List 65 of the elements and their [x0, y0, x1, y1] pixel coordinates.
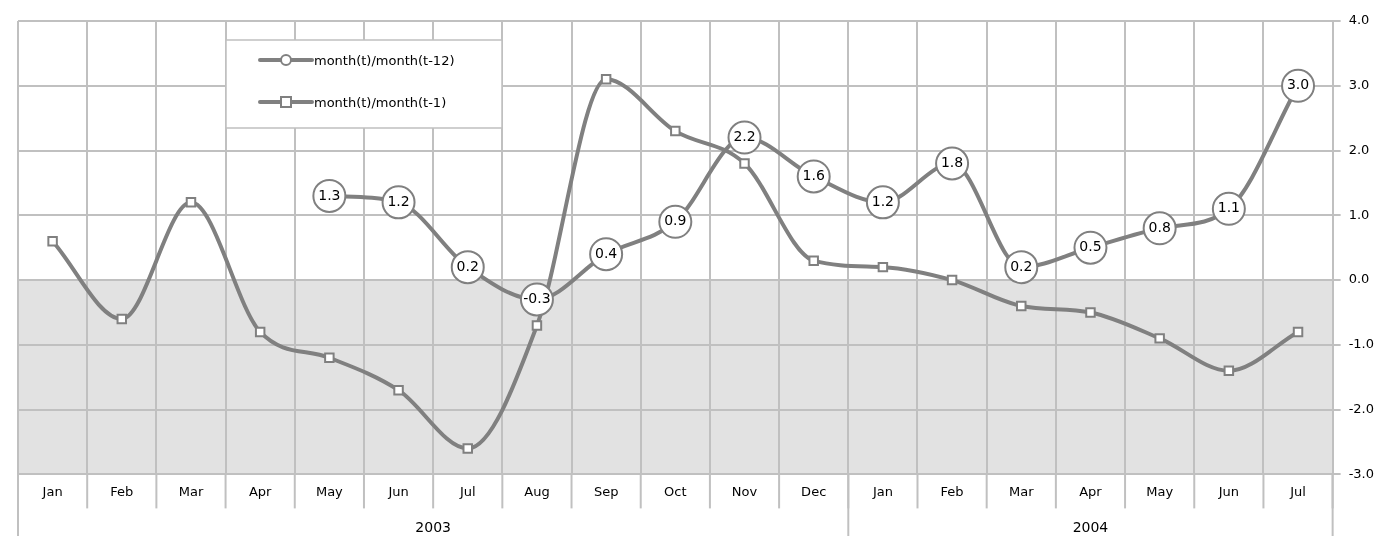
x-tick-label: Feb [940, 483, 964, 499]
data-label: 1.8 [940, 154, 964, 171]
data-label: 1.3 [318, 186, 341, 203]
point [739, 158, 750, 169]
point [946, 274, 958, 286]
point [670, 125, 681, 137]
point [462, 443, 473, 454]
x-tick-label: Aug [524, 483, 550, 499]
point [393, 384, 404, 396]
x-tick-label: Mar [1009, 483, 1035, 499]
point [324, 352, 335, 364]
data-label: 1.6 [802, 167, 825, 184]
point [1154, 333, 1165, 344]
x-tick-label: Jun [1217, 483, 1239, 499]
legend-label: month(t)/month(t-1) [314, 95, 447, 111]
point [600, 74, 612, 85]
x-tick-label: May [315, 483, 344, 499]
x-tick-label: Apr [1079, 483, 1103, 499]
data-label: 0.5 [1079, 238, 1102, 255]
x-tick-label: Mar [178, 483, 204, 499]
x-tick-label: Jul [1289, 483, 1306, 499]
point [116, 313, 128, 325]
x-tick-label: Oct [664, 483, 687, 499]
point [1223, 365, 1235, 377]
text: 2004 [1072, 518, 1109, 535]
point [47, 235, 58, 247]
legend-label: month(t)/month(t-12) [314, 53, 455, 69]
data-label: 0.9 [664, 212, 687, 229]
point [1016, 300, 1027, 312]
y-tick-label: -2.0 [1348, 401, 1375, 416]
y-tick-label: -1.0 [1348, 336, 1375, 352]
point [254, 326, 266, 338]
y-tick-label: 1.0 [1348, 206, 1370, 222]
data-label: -0.3 [523, 290, 551, 307]
data-label: 3.0 [1286, 76, 1310, 93]
x-tick-label: Dec [801, 483, 827, 499]
point [185, 197, 197, 208]
y-tick-label: 0.0 [1348, 271, 1370, 287]
data-label: 1.2 [871, 193, 895, 209]
data-label: 0.2 [1010, 257, 1033, 274]
data-label: 1.2 [387, 193, 410, 209]
x-tick-label: Jul [458, 483, 476, 499]
data-label: 1.1 [1217, 199, 1240, 216]
x-tick-label: Jun [387, 483, 409, 499]
text: 2003 [415, 518, 451, 535]
y-tick-label: -3.0 [1348, 465, 1375, 481]
y-tick-label: 4.0 [1348, 12, 1370, 28]
data-label: 0.4 [594, 244, 618, 261]
x-tick-label: Feb [110, 483, 134, 499]
data-label: 2.2 [733, 128, 756, 145]
x-tick-label: Nov [731, 483, 758, 499]
point [877, 261, 889, 273]
y-tick-label: 3.0 [1348, 77, 1370, 93]
x-tick-label: Jan [871, 483, 893, 499]
data-label: 0.8 [1148, 218, 1171, 235]
x-tick-label: Jan [41, 483, 63, 499]
x-tick-label: Sep [593, 483, 619, 499]
point [1085, 307, 1096, 318]
x-tick-label: May [1146, 483, 1174, 499]
point [1292, 326, 1304, 338]
data-label: 0.2 [456, 257, 479, 274]
y-tick-label: 2.0 [1348, 141, 1370, 157]
point [808, 255, 819, 266]
point [531, 320, 543, 331]
x-tick-label: Apr [248, 483, 273, 499]
